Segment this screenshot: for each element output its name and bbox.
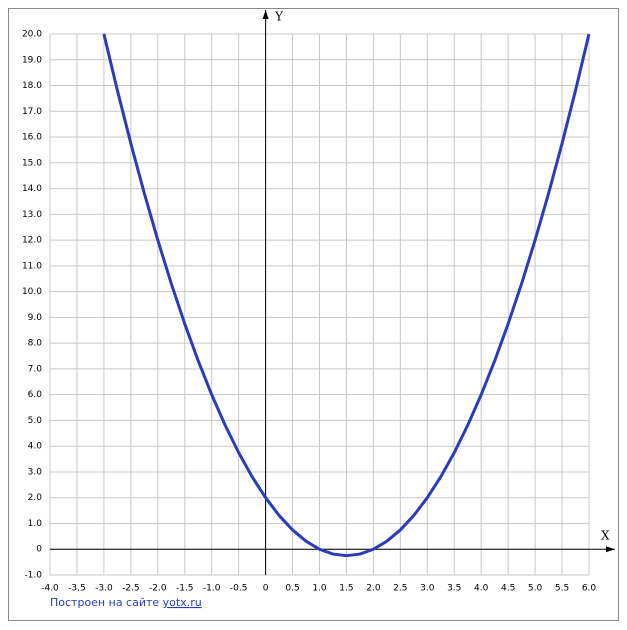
- y-tick-label: 11.0: [22, 261, 42, 271]
- y-tick-label: 19.0: [22, 55, 42, 65]
- x-tick-label: 1.5: [339, 584, 353, 594]
- x-tick-label: 4.0: [474, 584, 489, 594]
- x-tick-label: 3.5: [447, 584, 461, 594]
- y-tick-label: 18.0: [22, 81, 42, 91]
- y-tick-label: 3.0: [28, 467, 43, 477]
- y-axis-arrow: [262, 10, 269, 19]
- x-tick-label: 2.5: [393, 584, 407, 594]
- footer-text: Построен на сайте: [50, 596, 159, 609]
- footer: Построен на сайте yotx.ru: [50, 596, 202, 609]
- y-tick-label: 5.0: [28, 416, 43, 426]
- y-tick-label: 15.0: [22, 158, 42, 168]
- y-tick-label: 6.0: [28, 390, 43, 400]
- y-tick-label: 8.0: [28, 339, 43, 349]
- x-tick-label: -3.0: [95, 584, 113, 594]
- x-tick-label: 0: [263, 584, 269, 594]
- y-tick-label: 0: [36, 545, 42, 555]
- y-tick-label: 20.0: [22, 30, 42, 40]
- y-tick-label: 13.0: [22, 210, 42, 220]
- x-tick-label: 0.5: [285, 584, 299, 594]
- x-tick-label: 1.0: [312, 584, 327, 594]
- x-tick-label: 5.0: [528, 584, 543, 594]
- x-tick-label: -1.5: [176, 584, 194, 594]
- x-tick-label: 3.0: [420, 584, 435, 594]
- y-tick-label: 9.0: [28, 313, 43, 323]
- x-tick-label: 5.5: [555, 584, 569, 594]
- frame: [8, 8, 619, 621]
- x-tick-label: -2.0: [149, 584, 167, 594]
- x-tick-label: -2.5: [122, 584, 140, 594]
- y-tick-label: 14.0: [22, 184, 42, 194]
- y-tick-label: -1.0: [24, 571, 42, 581]
- x-tick-label: -0.5: [230, 584, 248, 594]
- y-tick-label: 4.0: [28, 442, 43, 452]
- x-axis-arrow: [606, 546, 615, 553]
- x-tick-label: 4.5: [501, 584, 515, 594]
- x-tick-label: -3.5: [68, 584, 86, 594]
- footer-link[interactable]: yotx.ru: [163, 596, 202, 609]
- y-tick-label: 12.0: [22, 236, 42, 246]
- x-tick-label: -4.0: [41, 584, 59, 594]
- x-tick-label: 6.0: [582, 584, 597, 594]
- curve: [102, 33, 591, 558]
- y-tick-label: 2.0: [28, 493, 43, 503]
- y-tick-label: 16.0: [22, 133, 42, 143]
- x-tick-label: -1.0: [203, 584, 221, 594]
- x-tick-label: 2.0: [366, 584, 381, 594]
- x-axis-label: X: [601, 529, 610, 543]
- y-tick-label: 10.0: [22, 287, 42, 297]
- y-tick-label: 17.0: [22, 107, 42, 117]
- y-tick-label: 1.0: [28, 519, 43, 529]
- y-axis-label: Y: [274, 10, 284, 24]
- y-tick-label: 7.0: [28, 364, 43, 374]
